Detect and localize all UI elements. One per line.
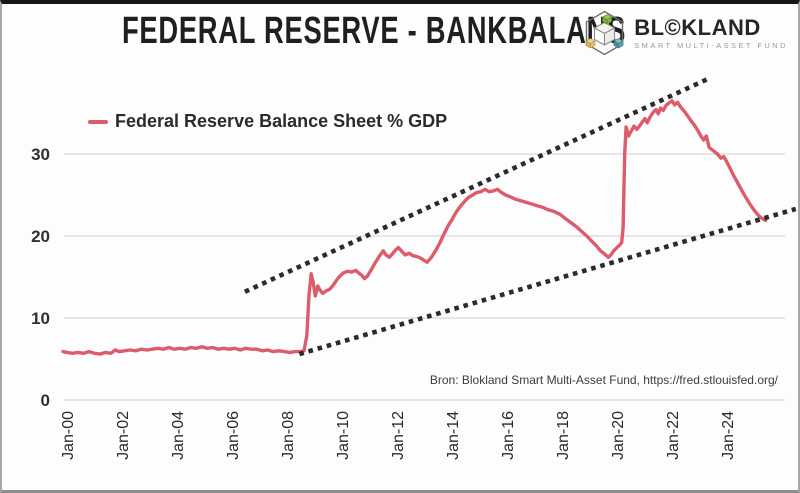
y-tick-label: 20	[31, 227, 50, 246]
logo-tagline: SMART MULTI-ASSET FUND	[634, 40, 788, 50]
logo-brand-text: BL©KLAND	[634, 14, 761, 40]
series-line	[61, 98, 768, 356]
x-tick-label: Jan-04	[170, 411, 187, 460]
x-tick-label: Jan-16	[500, 411, 517, 460]
trendline-lower-support	[298, 206, 797, 357]
x-tick-label: Jan-18	[555, 411, 572, 460]
x-tick-label: Jan-12	[390, 411, 407, 460]
x-tick-label: Jan-06	[225, 411, 242, 460]
y-tick-label: 10	[31, 309, 50, 328]
x-tick-label: Jan-08	[280, 411, 297, 460]
x-tick-label: Jan-20	[610, 411, 627, 460]
y-tick-label: 0	[41, 391, 50, 410]
blokland-logo-icon	[585, 10, 624, 56]
y-tick-label: 30	[31, 145, 50, 164]
logo-o-mark: ©	[664, 14, 682, 40]
legend-label: Federal Reserve Balance Sheet % GDP	[115, 111, 448, 131]
x-tick-label: Jan-22	[665, 411, 682, 460]
source-note: Bron: Blokland Smart Multi-Asset Fund, h…	[429, 373, 778, 387]
x-tick-label: Jan-02	[115, 411, 132, 460]
x-tick-label: Jan-10	[335, 411, 352, 460]
x-tick-label: Jan-14	[445, 411, 462, 460]
legend-line-swatch	[88, 119, 108, 124]
chart-canvas: 0 10 20 30 Jan-00 Jan-02 Jan-04 Jan-06 Jan-08 Jan…	[31, 77, 797, 460]
blokland-logo: BL©KLAND SMART MULTI-ASSET FUND	[581, 9, 788, 57]
page-title: FEDERAL RESERVE - BANKBALANS	[121, 10, 627, 52]
logo-text: BL©KLAND SMART MULTI-ASSET FUND	[634, 14, 788, 50]
x-tick-label: Jan-00	[60, 411, 77, 460]
x-tick-label: Jan-24	[720, 411, 737, 460]
legend: Federal Reserve Balance Sheet % GDP	[88, 111, 447, 132]
